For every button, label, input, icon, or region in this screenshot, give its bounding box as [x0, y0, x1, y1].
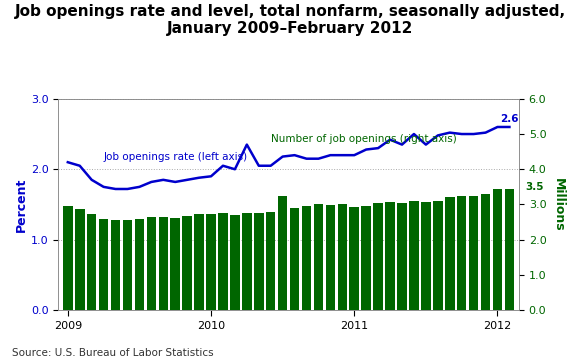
- Bar: [99, 219, 108, 310]
- Bar: [409, 201, 419, 310]
- Y-axis label: Millions: Millions: [552, 178, 565, 231]
- Bar: [493, 189, 502, 310]
- Bar: [123, 220, 132, 310]
- Bar: [505, 189, 514, 310]
- Bar: [266, 212, 276, 310]
- Text: 2.6: 2.6: [500, 114, 519, 124]
- Bar: [350, 207, 359, 310]
- Bar: [469, 196, 478, 310]
- Bar: [230, 215, 240, 310]
- Bar: [374, 203, 383, 310]
- Bar: [194, 214, 204, 310]
- Bar: [254, 213, 263, 310]
- Bar: [182, 216, 192, 310]
- Bar: [171, 218, 180, 310]
- Text: Job openings rate and level, total nonfarm, seasonally adjusted,
January 2009–Fe: Job openings rate and level, total nonfa…: [14, 4, 566, 36]
- Bar: [481, 194, 490, 310]
- Bar: [338, 204, 347, 310]
- Bar: [135, 219, 144, 310]
- Bar: [302, 206, 311, 310]
- Bar: [290, 208, 299, 310]
- Bar: [457, 196, 466, 310]
- Bar: [445, 197, 455, 310]
- Bar: [278, 196, 288, 310]
- Bar: [325, 205, 335, 310]
- Text: 3.5: 3.5: [525, 182, 543, 192]
- Bar: [314, 204, 323, 310]
- Text: Number of job openings (right axis): Number of job openings (right axis): [271, 135, 456, 144]
- Text: Source: U.S. Bureau of Labor Statistics: Source: U.S. Bureau of Labor Statistics: [12, 348, 213, 359]
- Bar: [147, 217, 156, 310]
- Bar: [63, 206, 72, 310]
- Bar: [385, 202, 395, 310]
- Bar: [87, 214, 96, 310]
- Bar: [433, 201, 443, 310]
- Bar: [218, 213, 228, 310]
- Bar: [206, 214, 216, 310]
- Bar: [111, 220, 120, 310]
- Bar: [75, 209, 85, 310]
- Y-axis label: Percent: Percent: [15, 177, 28, 232]
- Text: Job openings rate (left axis): Job openings rate (left axis): [104, 152, 248, 162]
- Bar: [242, 213, 252, 310]
- Bar: [397, 203, 407, 310]
- Bar: [361, 206, 371, 310]
- Bar: [158, 217, 168, 310]
- Bar: [421, 202, 430, 310]
